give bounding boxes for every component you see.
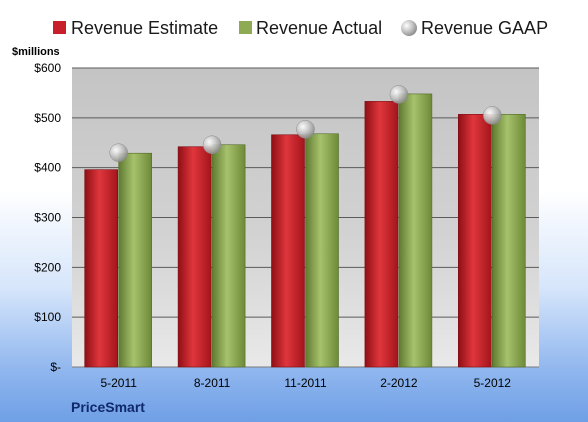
legend-label-estimate: Revenue Estimate [71,18,218,38]
y-tick-label: $500 [34,111,61,125]
y-tick-label: $200 [34,260,61,274]
y-axis-ticks: $- $100 $200 $300 $400 $500 $600 [34,61,61,374]
x-axis-ticks: 5-2011 8-2011 11-2011 2-2012 5-2012 [100,376,511,390]
bar-revenue-actual [398,93,433,368]
gaap-markers [109,85,502,162]
legend-label-actual: Revenue Actual [256,18,382,38]
bar-revenue-estimate [84,169,118,368]
marker-revenue-gaap [389,85,409,104]
legend-swatch-actual [239,21,252,34]
bar-revenue-actual [491,114,526,368]
marker-revenue-gaap [483,106,502,125]
marker-revenue-gaap [202,135,222,154]
marker-revenue-gaap [109,143,128,162]
x-tick-label: 2-2012 [380,376,418,390]
marker-revenue-gaap [296,120,315,139]
legend-marker-gaap [401,20,417,36]
y-tick-label: $600 [34,61,61,75]
bar-revenue-estimate [457,114,492,368]
y-tick-label: $300 [34,211,61,225]
unit-label: $millions [12,46,60,58]
bar-revenue-actual [211,144,246,368]
x-tick-label: 5-2011 [100,376,137,390]
x-tick-label: 11-2011 [284,376,327,390]
legend-item-gaap: Revenue GAAP [401,18,548,38]
legend: Revenue Estimate Revenue Actual Revenue … [53,18,548,38]
y-tick-label: $- [50,360,61,374]
legend-item-estimate: Revenue Estimate [53,18,218,38]
bars [84,93,526,368]
bar-revenue-estimate [177,146,212,368]
company-name: PriceSmart [71,399,145,415]
x-tick-label: 5-2012 [474,376,512,390]
y-tick-label: $100 [34,310,61,324]
y-tick-label: $400 [34,161,61,175]
legend-label-gaap: Revenue GAAP [421,18,548,38]
bar-revenue-estimate [271,134,305,368]
bar-revenue-estimate [364,101,399,368]
bar-revenue-actual [118,152,152,368]
bar-revenue-actual [305,133,339,368]
x-tick-label: 8-2011 [194,376,231,390]
legend-swatch-estimate [53,21,66,34]
legend-item-actual: Revenue Actual [239,18,382,38]
